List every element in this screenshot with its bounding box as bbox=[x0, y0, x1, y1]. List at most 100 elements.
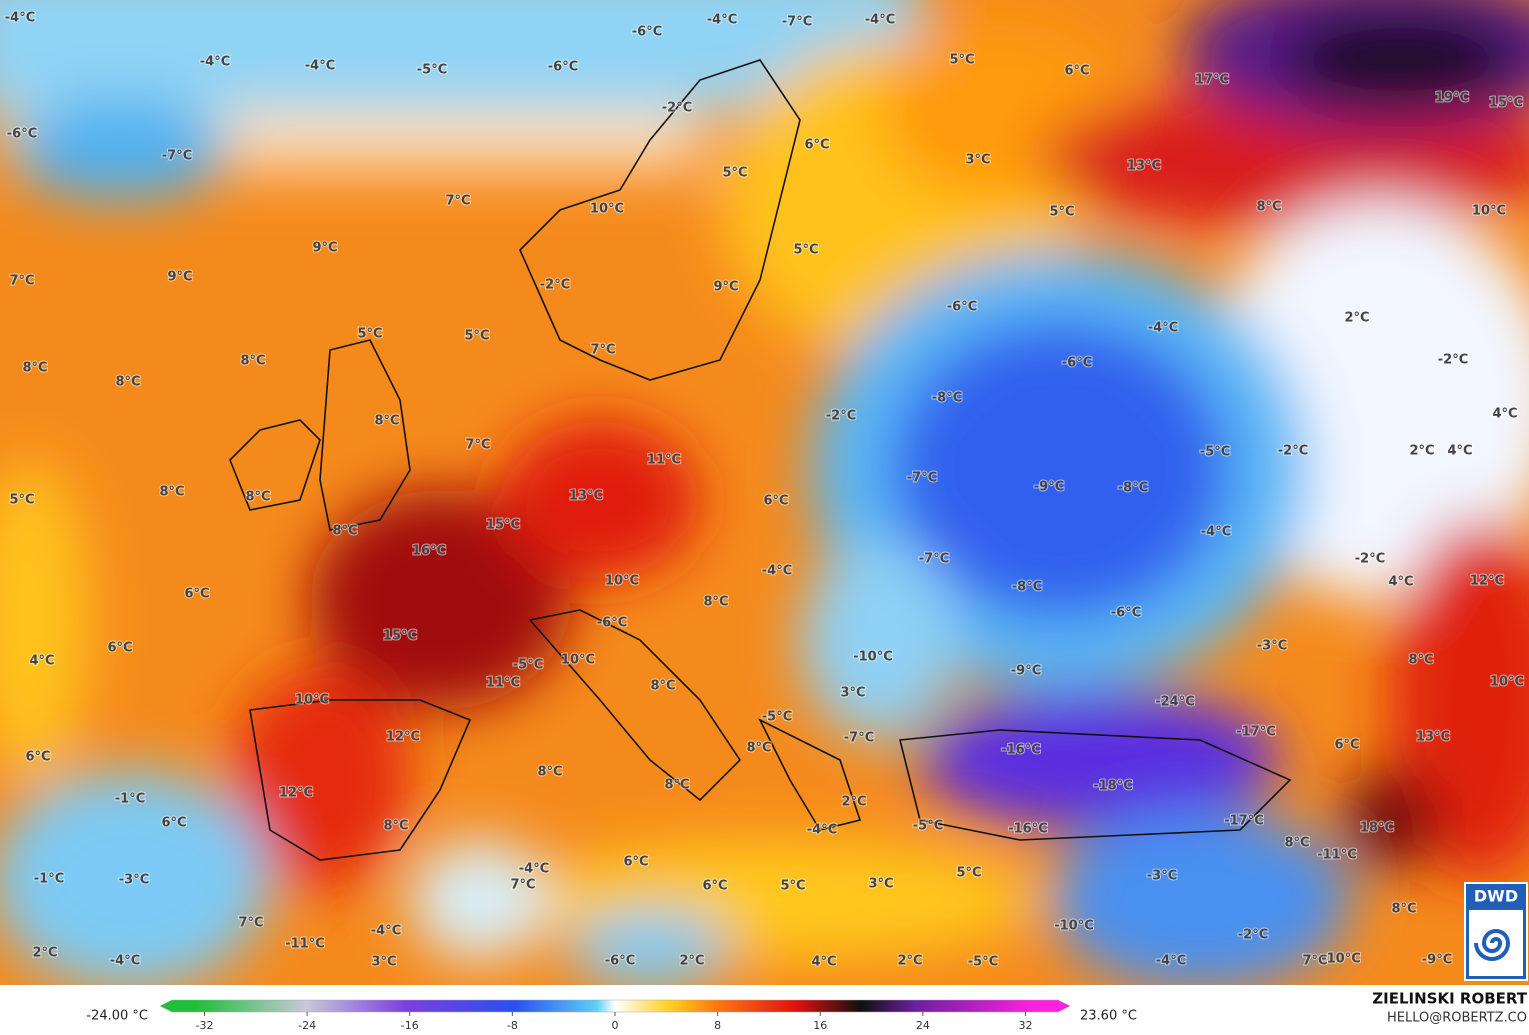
temperature-label: 17°C bbox=[1195, 73, 1229, 88]
colorbar-min: -24.00 °C bbox=[86, 1009, 148, 1024]
temperature-label: 19°C bbox=[1435, 91, 1469, 106]
temperature-label: -4°C bbox=[200, 55, 230, 70]
temperature-label: 9°C bbox=[167, 270, 192, 285]
dwd-logo: DWD bbox=[1464, 882, 1528, 981]
temperature-label: 5°C bbox=[357, 327, 382, 342]
temperature-label: -2°C bbox=[662, 101, 692, 116]
temperature-label: 6°C bbox=[804, 138, 829, 153]
temperature-label: 8°C bbox=[240, 354, 265, 369]
temperature-label: -7°C bbox=[907, 471, 937, 486]
temperature-label: 8°C bbox=[332, 524, 357, 539]
temperature-label: 13°C bbox=[1127, 159, 1161, 174]
temperature-label: -4°C bbox=[1148, 321, 1178, 336]
colorbar-tick-label: -8 bbox=[507, 1019, 518, 1032]
temperature-label: 2°C bbox=[841, 795, 866, 810]
temperature-label: 18°C bbox=[1360, 821, 1394, 836]
temperature-label: -4°C bbox=[519, 862, 549, 877]
temperature-label: -7°C bbox=[919, 552, 949, 567]
temperature-label: 4°C bbox=[811, 955, 836, 970]
temperature-label: -6°C bbox=[1062, 356, 1092, 371]
temperature-label: 10°C bbox=[295, 693, 329, 708]
colorbar-tick-label: -32 bbox=[196, 1019, 214, 1032]
temperature-label: 10°C bbox=[1472, 204, 1506, 219]
temperature-label: 12°C bbox=[1470, 574, 1504, 589]
temperature-label: 7°C bbox=[445, 194, 470, 209]
temperature-label: -24°C bbox=[1155, 695, 1195, 710]
temperature-label: 12°C bbox=[386, 730, 420, 745]
temperature-label: -4°C bbox=[5, 11, 35, 26]
temperature-label: -2°C bbox=[540, 278, 570, 293]
colorbar-tick-label: -16 bbox=[401, 1019, 419, 1032]
temperature-label: 3°C bbox=[868, 877, 893, 892]
temperature-label: 10°C bbox=[561, 653, 595, 668]
temperature-label: -4°C bbox=[1201, 525, 1231, 540]
temperature-label: 5°C bbox=[9, 493, 34, 508]
colorbar-tick-label: -24 bbox=[298, 1019, 316, 1032]
temperature-label: 16°C bbox=[412, 544, 446, 559]
colorbar-max: 23.60 °C bbox=[1080, 1009, 1137, 1024]
temperature-label: -6°C bbox=[605, 954, 635, 969]
temperature-field bbox=[0, 0, 1529, 990]
temperature-label: -4°C bbox=[865, 13, 895, 28]
temperature-label: -6°C bbox=[947, 300, 977, 315]
colorbar-tick-label: 32 bbox=[1019, 1019, 1033, 1032]
temperature-label: 6°C bbox=[107, 641, 132, 656]
temperature-label: 10°C bbox=[605, 574, 639, 589]
temperature-label: -17°C bbox=[1224, 814, 1264, 829]
temperature-label: -4°C bbox=[110, 954, 140, 969]
temperature-label: 5°C bbox=[722, 166, 747, 181]
temperature-label: 8°C bbox=[374, 414, 399, 429]
temperature-label: 7°C bbox=[9, 274, 34, 289]
temperature-label: 5°C bbox=[780, 879, 805, 894]
temperature-label: 7°C bbox=[590, 343, 615, 358]
temperature-label: -6°C bbox=[548, 60, 578, 75]
temperature-label: 2°C bbox=[679, 954, 704, 969]
temperature-label: 8°C bbox=[1408, 653, 1433, 668]
temperature-label: -4°C bbox=[807, 823, 837, 838]
temperature-label: -11°C bbox=[1317, 848, 1357, 863]
temperature-label: 2°C bbox=[32, 946, 57, 961]
temperature-label: 8°C bbox=[703, 595, 728, 610]
temperature-label: -9°C bbox=[1034, 480, 1064, 495]
temperature-label: 5°C bbox=[793, 243, 818, 258]
temperature-label: 10°C bbox=[590, 202, 624, 217]
temperature-label: -9°C bbox=[1011, 664, 1041, 679]
temperature-label: 6°C bbox=[1064, 64, 1089, 79]
temperature-label: 6°C bbox=[623, 855, 648, 870]
temperature-label: -16°C bbox=[1001, 743, 1041, 758]
colorbar-tick-label: 16 bbox=[813, 1019, 827, 1032]
temperature-label: 7°C bbox=[510, 878, 535, 893]
temperature-label: -5°C bbox=[762, 710, 792, 725]
temperature-label: -5°C bbox=[417, 63, 447, 78]
temperature-label: -3°C bbox=[119, 873, 149, 888]
temperature-label: 11°C bbox=[486, 676, 520, 691]
temperature-label: -5°C bbox=[513, 658, 543, 673]
temperature-label: -4°C bbox=[762, 564, 792, 579]
temperature-label: 8°C bbox=[115, 375, 140, 390]
temperature-label: 12°C bbox=[279, 786, 313, 801]
credit-email: HELLO@ROBERTZ.CO bbox=[1387, 1011, 1527, 1026]
temperature-label: 8°C bbox=[664, 778, 689, 793]
temperature-label: 5°C bbox=[1049, 205, 1074, 220]
temperature-label: -18°C bbox=[1093, 779, 1133, 794]
temperature-label: 8°C bbox=[1284, 836, 1309, 851]
temperature-label: 13°C bbox=[1416, 730, 1450, 745]
temperature-label: -2°C bbox=[826, 409, 856, 424]
temperature-label: -17°C bbox=[1236, 725, 1276, 740]
temperature-label: -7°C bbox=[844, 731, 874, 746]
temperature-label: -7°C bbox=[782, 15, 812, 30]
temperature-label: 2°C bbox=[897, 954, 922, 969]
temperature-label: 8°C bbox=[1256, 200, 1281, 215]
temperature-label: 15°C bbox=[383, 629, 417, 644]
temperature-label: 8°C bbox=[650, 679, 675, 694]
temperature-label: 8°C bbox=[22, 361, 47, 376]
temperature-label: -10°C bbox=[853, 650, 893, 665]
temperature-label: -1°C bbox=[34, 872, 64, 887]
temperature-label: -8°C bbox=[932, 391, 962, 406]
temperature-label: 7°C bbox=[238, 916, 263, 931]
temperature-label: 8°C bbox=[1391, 902, 1416, 917]
colorbar-tick-label: 0 bbox=[612, 1019, 619, 1032]
temperature-label: 8°C bbox=[245, 490, 270, 505]
colorbar-tick-label: 8 bbox=[714, 1019, 721, 1032]
temperature-label: 6°C bbox=[702, 879, 727, 894]
